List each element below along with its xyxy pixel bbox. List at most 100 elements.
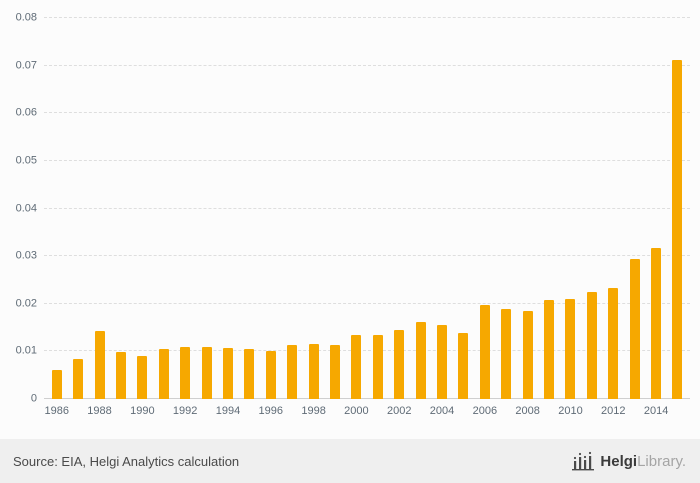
bar-2015[interactable]	[672, 60, 683, 399]
bar-slot-1998: 1998	[301, 18, 326, 417]
bar-slot-2008: 2008	[515, 18, 540, 417]
bar-slot-2006: 2006	[473, 18, 497, 417]
x-axis-tick-label: 2002	[386, 405, 412, 417]
gridline-0.06	[44, 112, 690, 114]
bar-1988[interactable]	[94, 330, 105, 399]
gridline-0.08	[44, 17, 690, 18]
bar-2012[interactable]	[608, 288, 619, 399]
y-axis-tick-label: 0.05	[15, 154, 37, 167]
bar-1998[interactable]	[308, 343, 319, 399]
x-axis-tick-label: 2014	[643, 405, 669, 417]
x-axis-tick-label: 2012	[601, 405, 626, 417]
x-axis-tick-label: 1986	[44, 405, 69, 417]
source-text: Source: EIA, Helgi Analytics calculation	[13, 453, 240, 469]
bar-slot-1999	[324, 18, 345, 399]
x-axis-tick-label: 1998	[301, 405, 326, 417]
bar-slot-1994: 1994	[216, 18, 240, 417]
bar-slot-2012: 2012	[601, 18, 626, 417]
footer: Source: EIA, Helgi Analytics calculation…	[0, 439, 700, 483]
y-axis-tick-label: 0.08	[15, 11, 37, 24]
bar-2004[interactable]	[437, 324, 448, 399]
bar-1987[interactable]	[73, 358, 84, 399]
bar-1996[interactable]	[265, 351, 276, 399]
gridline-0.02	[44, 302, 690, 304]
bar-slot-2001	[367, 18, 388, 399]
bar-slot-2004: 2004	[430, 18, 454, 417]
bar-slot-2009	[538, 18, 559, 399]
x-axis-tick-label: 2006	[472, 405, 498, 417]
bar-2007[interactable]	[501, 309, 512, 399]
bar-slot-2011	[581, 18, 602, 399]
bar-2003[interactable]	[415, 321, 426, 399]
bar-chart: 0 0.01 0.02 0.03 0.04 0.05 0.06 0.07 0.08 1986 198…	[15, 12, 690, 417]
bar-slot-1993	[196, 18, 217, 399]
bar-1997[interactable]	[287, 344, 298, 399]
bar-slot-2007	[496, 18, 517, 399]
y-axis-tick-label: 0.06	[15, 106, 37, 119]
bar-2011[interactable]	[586, 292, 597, 399]
bar-1994[interactable]	[222, 347, 233, 399]
bar-slot-1990: 1990	[130, 18, 155, 417]
bar-slot-1989	[110, 18, 131, 399]
bar-slot-1995	[239, 18, 260, 399]
bar-2005[interactable]	[458, 332, 469, 399]
bars-row: 1986 1988 1990 1992 1994 1996 1998 2000 2002 2004…	[44, 18, 688, 417]
y-axis-tick-label: 0.03	[15, 249, 37, 262]
bar-slot-2000: 2000	[344, 18, 369, 417]
bar-2010[interactable]	[565, 299, 576, 399]
bar-1992[interactable]	[180, 346, 191, 399]
x-axis-tick-label: 2000	[344, 405, 369, 417]
gridline-0.07	[44, 64, 690, 66]
brand-name-library: Library.	[637, 452, 686, 470]
y-axis-tick-label: 0.02	[15, 297, 37, 310]
bar-2009[interactable]	[544, 299, 555, 399]
bar-2006[interactable]	[479, 305, 490, 399]
bar-slot-2013	[624, 18, 645, 399]
bar-1995[interactable]	[244, 348, 255, 399]
x-axis-tick-label: 1992	[172, 405, 198, 417]
bar-slot-1986: 1986	[44, 18, 69, 417]
x-axis-tick-label: 1996	[258, 405, 284, 417]
bar-slot-2015	[667, 18, 688, 399]
helgilibrary-logo[interactable]: HelgiLibrary.	[572, 451, 686, 471]
gridline-0.01	[44, 350, 690, 352]
bar-2013[interactable]	[629, 258, 640, 399]
gridline-0.05	[44, 159, 690, 161]
bar-1991[interactable]	[158, 348, 169, 399]
y-axis-tick-label: 0.04	[15, 202, 37, 214]
bar-slot-2010: 2010	[558, 18, 583, 417]
brand-name-helgi: Helgi	[600, 452, 638, 470]
y-axis-tick-label: 0.07	[15, 59, 37, 72]
bar-slot-1996: 1996	[259, 18, 283, 417]
x-axis-tick-label: 1994	[215, 405, 241, 417]
bar-1999[interactable]	[329, 344, 340, 399]
bar-1993[interactable]	[201, 346, 212, 399]
bar-slot-2005	[453, 18, 474, 399]
bar-slot-1997	[281, 18, 302, 399]
bar-2001[interactable]	[372, 334, 383, 399]
bar-2000[interactable]	[351, 334, 362, 399]
gridline-0.04	[44, 207, 690, 209]
bar-2008[interactable]	[522, 310, 533, 399]
bar-slot-2003	[410, 18, 431, 399]
bar-slot-2014: 2014	[644, 18, 668, 417]
x-axis-tick-label: 1988	[87, 405, 112, 417]
x-axis-tick-label: 2004	[429, 405, 455, 417]
x-axis-tick-label: 2010	[558, 405, 583, 417]
bar-slot-1992: 1992	[173, 18, 197, 417]
plot-area: 0 0.01 0.02 0.03 0.04 0.05 0.06 0.07 0.08 1986 198…	[16, 12, 690, 417]
bar-2014[interactable]	[651, 247, 662, 399]
bar-slot-1991	[153, 18, 174, 399]
x-axis-tick-label: 2008	[515, 405, 540, 417]
y-axis-tick-label: 0	[30, 392, 37, 405]
bar-1986[interactable]	[51, 370, 62, 399]
brand-name: HelgiLibrary.	[600, 454, 686, 469]
bar-slot-1988: 1988	[87, 18, 112, 417]
bar-2002[interactable]	[394, 329, 405, 399]
gridline-0.03	[44, 255, 690, 257]
bar-1990[interactable]	[137, 355, 148, 399]
y-axis-tick-label: 0.01	[15, 344, 37, 357]
bar-1989[interactable]	[115, 352, 126, 399]
helgilibrary-logo-icon	[572, 451, 595, 471]
